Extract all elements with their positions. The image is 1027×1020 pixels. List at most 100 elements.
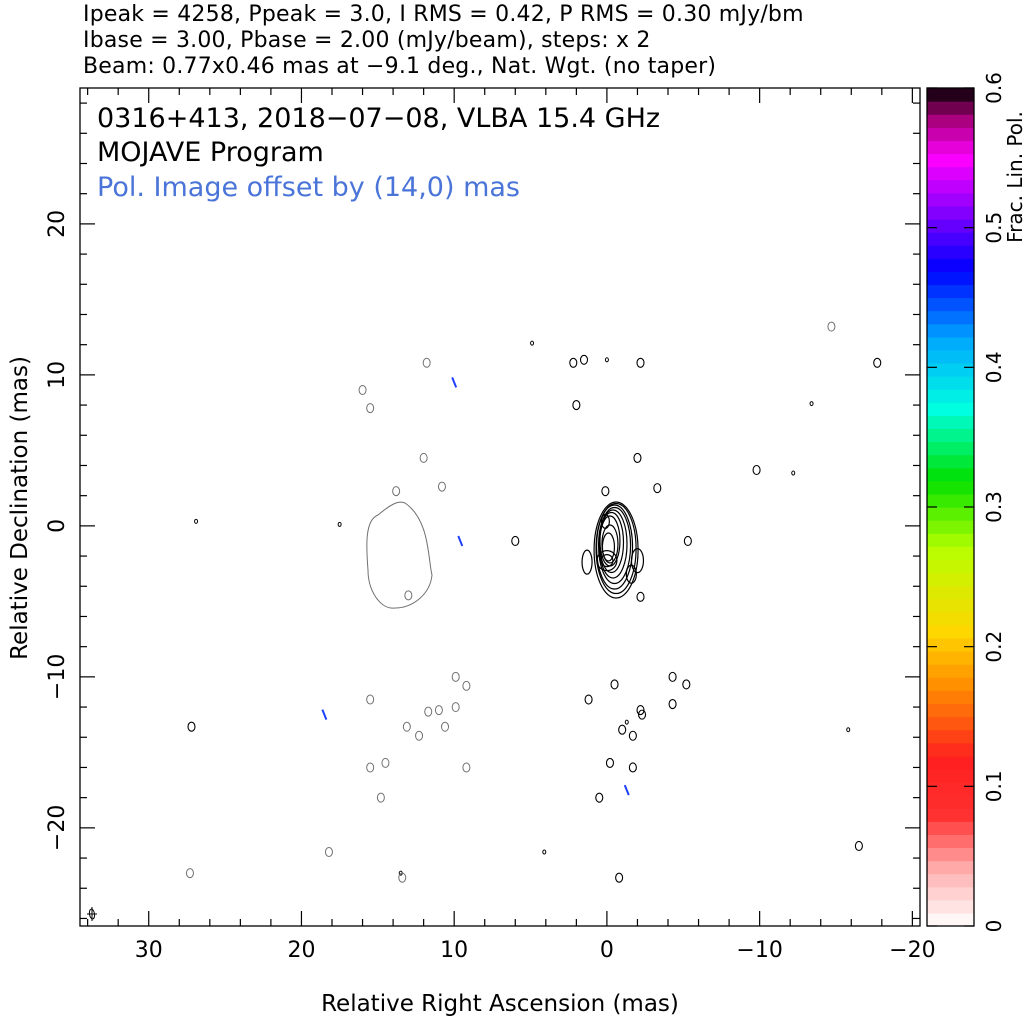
colorbar-swatch <box>927 781 974 796</box>
contour-i-noise <box>636 705 645 716</box>
contour-i-noise <box>668 671 677 682</box>
contour-i-speck <box>604 357 609 363</box>
contour-i <box>601 532 616 562</box>
contour-pol-noise <box>376 792 385 803</box>
colorbar-label: Frac. Lin. Pol. <box>1003 111 1027 243</box>
contour-i-lobe <box>630 548 645 574</box>
colorbar-swatch <box>927 677 974 691</box>
colorbar-tick-label: 0.4 <box>982 351 1006 383</box>
contour-pol-noise <box>358 384 367 395</box>
evpa-vector <box>451 377 458 388</box>
contour-pol-noise <box>381 757 390 768</box>
colorbar-swatch <box>927 664 974 678</box>
x-tick-label: 10 <box>440 938 468 963</box>
contour-i-speck <box>846 727 851 733</box>
colorbar-swatch <box>927 454 974 469</box>
colorbar-swatch <box>927 179 974 194</box>
colorbar-swatch <box>927 101 974 115</box>
colorbar-swatch <box>927 258 974 272</box>
colorbar-swatch <box>927 467 974 482</box>
contour-pol-noise <box>366 762 375 773</box>
colorbar-swatch <box>927 480 974 495</box>
contour-i-speck <box>542 849 547 855</box>
contour-i-noise <box>628 730 637 741</box>
contour-pol-noise <box>451 702 460 713</box>
contour-i-noise <box>628 762 637 773</box>
header-line-2: Ibase = 3.00, Pbase = 2.00 (mJy/beam), s… <box>83 28 651 53</box>
contour-pol-noise <box>366 694 375 705</box>
contour-i-noise <box>584 694 593 705</box>
colorbar-swatch <box>927 140 974 155</box>
colorbar-swatch <box>927 886 974 901</box>
colorbar-tick-label: 0.1 <box>982 770 1006 802</box>
contour-i-peak <box>600 513 610 529</box>
contour-pol-noise <box>324 847 333 858</box>
colorbar-swatch <box>927 114 974 128</box>
contour-pol-noise <box>827 321 836 332</box>
colorbar-swatch <box>927 376 974 390</box>
x-axis-label: Relative Right Ascension (mas) <box>321 991 679 1017</box>
contour-i-speck <box>194 518 199 524</box>
colorbar-swatch <box>927 533 974 547</box>
colorbar-swatch <box>927 808 974 822</box>
colorbar-swatch <box>927 362 974 377</box>
colorbar-swatch <box>927 493 974 508</box>
x-tick-label: 20 <box>287 938 315 963</box>
colorbar-tick-label: 0 <box>982 920 1006 933</box>
contour-i-speck <box>809 401 814 407</box>
contour-i-noise <box>854 840 863 852</box>
contour-i-noise <box>636 591 645 602</box>
colorbar-swatch <box>927 166 974 181</box>
colorbar-swatch <box>927 611 974 626</box>
contour-pol-noise <box>424 706 433 717</box>
contour-i-knot <box>596 550 618 572</box>
colorbar-swatch <box>927 284 974 299</box>
plot-title-1: 0316+413, 2018−07−08, VLBA 15.4 GHz <box>97 103 660 134</box>
contour-i-noise <box>615 872 624 883</box>
contour-i-noise <box>569 357 578 368</box>
contour-i-noise <box>511 535 520 547</box>
contour-i-noise <box>637 709 647 720</box>
contour-i-lobe <box>625 564 637 584</box>
colorbar-swatch <box>927 153 974 168</box>
contour-i-noise <box>605 757 615 768</box>
plot-frame <box>79 87 921 927</box>
colorbar-swatch <box>927 585 974 600</box>
evpa-vector <box>457 535 464 547</box>
colorbar-swatch <box>927 336 974 351</box>
colorbar-swatch <box>927 742 974 757</box>
contour-i-lobe <box>581 549 593 575</box>
contour-pol-noise <box>185 868 194 879</box>
contour-i-noise <box>752 464 761 476</box>
colorbar-swatch <box>927 873 974 888</box>
contour-i-knot <box>600 554 614 568</box>
contour-pol-noise <box>398 872 407 883</box>
colorbar-swatch <box>927 637 974 652</box>
pol-offset-annotation: Pol. Image offset by (14,0) mas <box>97 172 520 203</box>
colorbar-swatch <box>927 402 974 416</box>
colorbar-axis: 0 0.1 0.2 0.3 0.4 0.5 0.6 <box>927 72 1006 932</box>
colorbar-swatch <box>927 245 974 259</box>
colorbar-swatch <box>927 310 974 325</box>
x-tick-label: 30 <box>135 938 163 963</box>
x-tick-label: −10 <box>736 938 782 963</box>
colorbar-swatch <box>927 520 974 534</box>
x-tick-label: 0 <box>600 938 614 963</box>
colorbar-swatch <box>927 847 974 862</box>
colorbar-swatch <box>927 624 974 639</box>
colorbar-tick-label: 0.3 <box>982 491 1006 523</box>
colorbar-swatch <box>927 572 974 587</box>
colorbar-swatch <box>927 716 974 731</box>
contour-pol-noise <box>402 721 411 732</box>
contour-i-speck <box>530 340 535 346</box>
colorbar-swatch <box>927 428 974 443</box>
colorbar-swatch <box>927 703 974 718</box>
contour-pol-noise <box>392 486 401 497</box>
contour-pol-noise <box>366 403 375 414</box>
colorbar-swatch <box>927 441 974 456</box>
colorbar-swatch <box>927 768 974 783</box>
contour-i-speck <box>791 470 796 476</box>
contour-layer <box>87 321 882 921</box>
colorbar-swatch <box>927 546 974 560</box>
